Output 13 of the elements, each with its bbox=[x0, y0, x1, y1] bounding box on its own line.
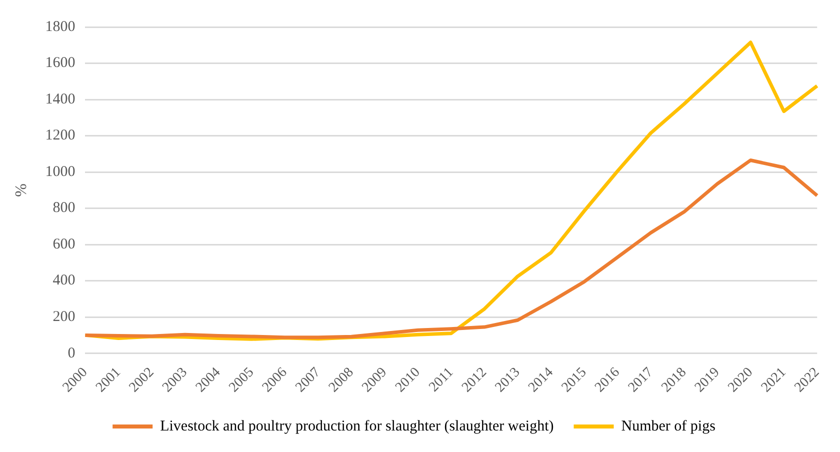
y-tick-label: 1400 bbox=[45, 91, 76, 108]
y-tick-label: 200 bbox=[52, 309, 76, 325]
y-axis-title: % bbox=[12, 183, 30, 197]
y-tick-label: 1200 bbox=[45, 128, 76, 144]
y-tick-label: 600 bbox=[52, 236, 76, 252]
legend-label: Number of pigs bbox=[621, 418, 716, 434]
y-tick-label: 1600 bbox=[45, 55, 76, 72]
y-tick-label: 1000 bbox=[45, 164, 76, 180]
y-tick-label: 800 bbox=[52, 200, 76, 216]
legend-label: Livestock and poultry production for slaughter (slaughter weight) bbox=[160, 418, 554, 434]
y-tick-label: 400 bbox=[52, 272, 76, 289]
y-tick-label: 0 bbox=[68, 345, 76, 362]
y-tick-label: 1800 bbox=[45, 18, 76, 35]
